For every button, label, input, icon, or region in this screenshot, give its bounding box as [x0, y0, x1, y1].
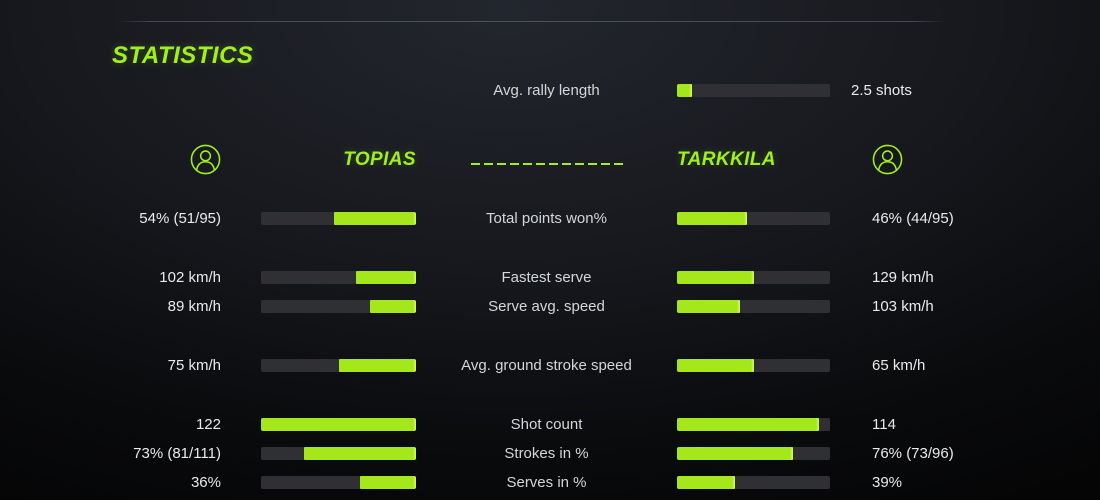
rally-length-value: 2.5 shots	[851, 82, 912, 99]
stat-label: Serves in %	[506, 474, 587, 491]
topias-bar-fill	[338, 359, 416, 372]
topias-bar	[261, 271, 416, 284]
tarkkila-bar-track	[677, 300, 830, 313]
topias-bar-track	[261, 359, 416, 372]
rally-length-bar	[677, 84, 830, 97]
players-header-row: TOPIAS TARKKILA	[0, 144, 1100, 175]
topias-bar-track	[261, 418, 416, 431]
rally-length-row: Avg. rally length 2.5 shots	[0, 76, 1100, 105]
tarkkila-bar	[677, 447, 830, 460]
topias-value: 73% (81/111)	[133, 445, 221, 462]
stat-label: Shot count	[510, 416, 583, 433]
tarkkila-bar	[677, 300, 830, 313]
tarkkila-value: 65 km/h	[872, 357, 926, 374]
player-left-name: TOPIAS	[343, 148, 416, 170]
tarkkila-bar-track	[677, 476, 830, 489]
topias-bar	[261, 359, 416, 372]
topias-bar-track	[261, 212, 416, 225]
stat-label: Strokes in %	[504, 445, 589, 462]
tarkkila-bar-fill	[677, 359, 754, 372]
stat-label: Fastest serve	[501, 269, 592, 286]
tarkkila-bar	[677, 271, 830, 284]
stat-label: Total points won%	[486, 210, 607, 227]
tarkkila-value: 76% (73/96)	[872, 445, 954, 462]
tarkkila-bar-track	[677, 447, 830, 460]
topias-bar-fill	[333, 212, 416, 225]
tarkkila-value: 46% (44/95)	[872, 210, 954, 227]
topias-bar-fill	[369, 300, 416, 313]
tarkkila-bar-fill	[677, 271, 754, 284]
topias-value: 75 km/h	[167, 357, 221, 374]
stat-label: Avg. ground stroke speed	[461, 357, 632, 374]
topias-bar-fill	[355, 271, 416, 284]
tarkkila-bar-fill	[677, 447, 794, 460]
tarkkila-bar-track	[677, 212, 830, 225]
stat-row-ground-stroke-speed: 75 km/h Avg. ground stroke speed 65 km/h	[0, 351, 1100, 380]
tarkkila-bar-fill	[677, 418, 820, 431]
topias-bar-track	[261, 271, 416, 284]
rally-length-label: Avg. rally length	[493, 82, 600, 99]
topias-bar-track	[261, 300, 416, 313]
topias-bar-fill	[304, 447, 416, 460]
stat-label: Serve avg. speed	[488, 298, 605, 315]
topias-value: 122	[195, 416, 221, 433]
topias-value: 54% (51/95)	[139, 210, 221, 227]
header-dashed-divider	[470, 162, 623, 165]
topias-bar	[261, 447, 416, 460]
tarkkila-bar-fill	[677, 476, 736, 489]
topias-bar-track	[261, 476, 416, 489]
tarkkila-bar-track	[677, 418, 830, 431]
tarkkila-value: 103 km/h	[872, 298, 934, 315]
stat-row-fastest-serve: 102 km/h Fastest serve 129 km/h	[0, 263, 1100, 292]
tarkkila-bar	[677, 418, 830, 431]
topias-value: 36%	[190, 474, 221, 491]
tarkkila-bar	[677, 476, 830, 489]
stat-row-total-points: 54% (51/95) Total points won% 46% (44/95…	[0, 204, 1100, 233]
top-divider	[118, 21, 946, 22]
tarkkila-bar-fill	[677, 300, 740, 313]
player-right-avatar-icon	[872, 144, 903, 175]
topias-bar-fill	[261, 418, 416, 431]
tarkkila-bar	[677, 212, 830, 225]
tarkkila-bar-track	[677, 271, 830, 284]
tarkkila-value: 129 km/h	[872, 269, 934, 286]
player-left-avatar-icon	[190, 144, 221, 175]
page-title: STATISTICS	[112, 42, 254, 69]
stat-row-shot-count: 122 Shot count 114	[0, 410, 1100, 439]
stat-row-serves-in: 36% Serves in % 39%	[0, 468, 1100, 497]
stat-row-strokes-in: 73% (81/111) Strokes in % 76% (73/96)	[0, 439, 1100, 468]
topias-bar-fill	[360, 476, 416, 489]
topias-value: 102 km/h	[159, 269, 221, 286]
topias-bar	[261, 476, 416, 489]
tarkkila-bar	[677, 359, 830, 372]
topias-bar	[261, 212, 416, 225]
topias-bar	[261, 300, 416, 313]
topias-value: 89 km/h	[167, 298, 221, 315]
tarkkila-value: 39%	[872, 474, 903, 491]
rally-length-bar-fill	[677, 84, 693, 97]
tarkkila-value: 114	[872, 416, 896, 433]
player-right-name: TARKKILA	[677, 148, 776, 170]
tarkkila-bar-fill	[677, 212, 748, 225]
rally-length-bar-track	[677, 84, 830, 97]
stat-row-serve-avg-speed: 89 km/h Serve avg. speed 103 km/h	[0, 292, 1100, 321]
topias-bar	[261, 418, 416, 431]
topias-bar-track	[261, 447, 416, 460]
tarkkila-bar-track	[677, 359, 830, 372]
